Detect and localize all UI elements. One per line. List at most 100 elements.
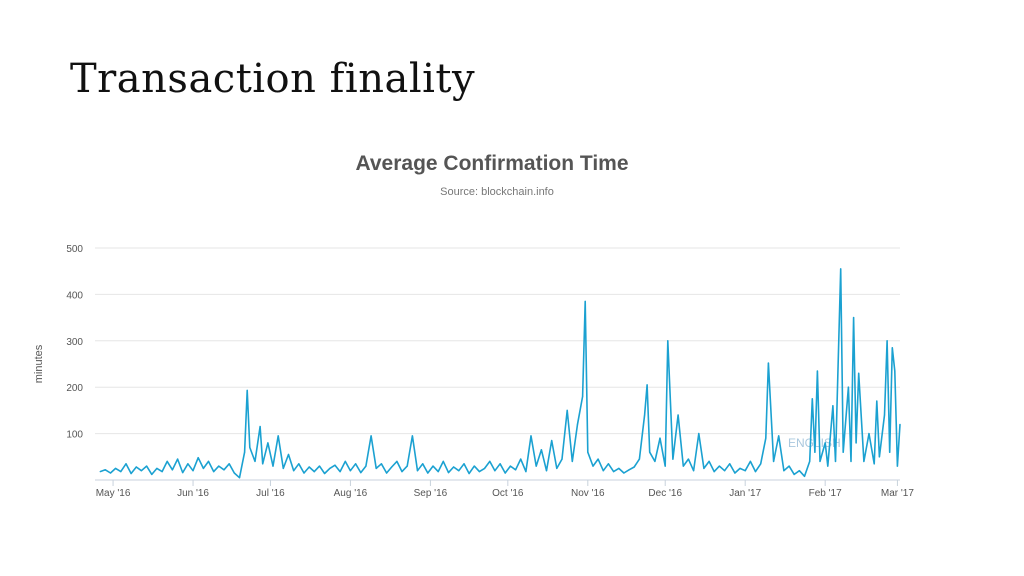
data-point — [654, 460, 656, 462]
data-point — [391, 466, 393, 468]
data-point — [442, 460, 444, 462]
data-point — [582, 395, 584, 398]
data-point — [386, 472, 388, 474]
data-point — [703, 467, 705, 469]
data-point — [177, 458, 179, 460]
data-point — [765, 437, 767, 439]
data-point — [182, 472, 184, 474]
data-point — [277, 435, 279, 437]
data-point — [827, 465, 829, 467]
data-point — [628, 469, 630, 471]
data-point — [868, 433, 870, 435]
data-point — [228, 463, 230, 465]
data-point — [773, 460, 775, 462]
data-point — [834, 460, 837, 462]
data-point — [254, 460, 256, 462]
data-point — [618, 467, 620, 469]
data-point — [303, 472, 305, 474]
data-point — [447, 472, 450, 474]
data-point — [355, 463, 357, 465]
data-point — [140, 470, 142, 472]
data-point — [659, 437, 661, 439]
data-point — [873, 463, 875, 465]
data-point — [793, 473, 795, 475]
chart-subtitle: Source: blockchain.info — [0, 186, 1024, 198]
data-point — [855, 442, 857, 444]
data-point — [115, 467, 117, 469]
y-tick-label: 100 — [66, 430, 83, 441]
data-point — [613, 471, 615, 473]
x-tick-label: Nov '16 — [571, 488, 605, 499]
data-point — [282, 467, 284, 469]
y-tick-label: 200 — [66, 383, 83, 394]
data-point — [698, 433, 700, 435]
data-point — [734, 472, 736, 474]
data-point — [551, 440, 553, 442]
data-point — [339, 471, 341, 473]
data-point — [287, 453, 290, 456]
data-point — [238, 477, 241, 479]
data-point — [693, 470, 695, 472]
data-point — [249, 446, 251, 449]
data-point — [187, 463, 189, 465]
data-point — [334, 464, 336, 466]
data-point — [344, 460, 346, 462]
data-point — [525, 471, 527, 473]
data-point — [166, 460, 168, 462]
data-point — [458, 470, 460, 472]
data-point — [858, 372, 860, 374]
data-point — [760, 463, 762, 465]
data-point — [749, 460, 752, 462]
data-point — [272, 465, 274, 467]
data-point — [744, 470, 746, 472]
chart-title-text: Average Confirmation Time — [355, 152, 629, 175]
data-point — [375, 467, 377, 469]
data-point — [520, 458, 522, 460]
data-point — [329, 467, 331, 469]
data-point — [453, 466, 455, 468]
data-point — [365, 465, 367, 467]
data-point — [416, 470, 419, 472]
data-point — [293, 470, 295, 472]
data-point — [515, 469, 517, 471]
data-point — [713, 471, 715, 473]
data-point — [468, 472, 470, 475]
data-point — [540, 449, 543, 451]
data-point — [597, 458, 599, 460]
data-point — [682, 465, 684, 467]
data-point — [672, 458, 674, 460]
data-point — [473, 465, 475, 467]
data-point — [592, 465, 594, 467]
data-point — [894, 370, 896, 372]
data-point — [246, 389, 248, 391]
data-point — [120, 471, 122, 473]
data-point — [832, 405, 834, 407]
data-point — [798, 470, 801, 472]
data-point — [729, 463, 731, 465]
data-point — [156, 467, 158, 469]
y-axis-label: minutes — [33, 344, 45, 383]
data-point — [109, 472, 112, 474]
data-point — [809, 460, 811, 462]
data-point — [863, 460, 865, 462]
data-point — [380, 463, 382, 465]
data-point — [783, 470, 785, 472]
data-point — [824, 442, 826, 444]
data-point — [463, 463, 465, 465]
x-tick-label: Dec '16 — [648, 488, 682, 499]
data-point — [889, 451, 891, 453]
data-point — [607, 463, 610, 465]
y-tick-label: 300 — [66, 337, 83, 348]
data-point — [602, 470, 604, 472]
data-point — [649, 451, 651, 453]
data-point — [244, 451, 246, 453]
data-point — [313, 471, 315, 473]
data-point — [788, 465, 790, 467]
data-point — [778, 435, 780, 437]
data-point — [876, 400, 878, 402]
data-point — [135, 466, 137, 468]
data-point — [847, 386, 850, 388]
data-point — [899, 423, 901, 425]
data-point — [853, 317, 855, 319]
data-point — [197, 457, 199, 459]
